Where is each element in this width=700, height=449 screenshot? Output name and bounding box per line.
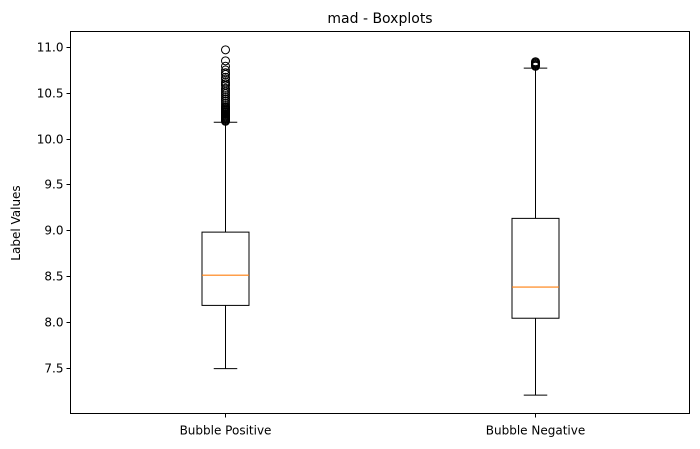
outlier-point [221, 77, 230, 87]
y-axis-label: Label Values [9, 185, 23, 260]
box [511, 217, 560, 319]
y-tick-label: 10.0 [37, 133, 64, 147]
y-tick-label: 9.5 [44, 178, 63, 192]
outlier-point [221, 45, 230, 55]
plot-area: 7.5 8.0 8.5 9.0 9.5 10.0 10.5 11.0 Bubble Positi… [37, 41, 585, 438]
y-tick-label: 11.0 [37, 41, 64, 55]
outlier-point [221, 56, 230, 66]
x-tick-label: Bubble Negative [486, 424, 585, 438]
y-tick-label: 9.0 [44, 224, 63, 238]
y-tick-label: 8.5 [44, 270, 63, 284]
y-tick-label: 8.0 [44, 316, 63, 330]
outlier-point [531, 57, 540, 67]
x-tick-label: Bubble Positive [180, 424, 272, 438]
chart-title: mad - Boxplots [327, 11, 432, 27]
outlier-point [221, 83, 230, 93]
y-tick-label: 7.5 [44, 362, 63, 376]
y-tick-label: 10.5 [37, 87, 64, 101]
outlier-point [221, 72, 230, 82]
box [201, 231, 250, 306]
outlier-point [221, 61, 230, 71]
plot-frame [70, 31, 690, 414]
outlier-point [221, 68, 230, 78]
outlier-point [221, 65, 230, 75]
